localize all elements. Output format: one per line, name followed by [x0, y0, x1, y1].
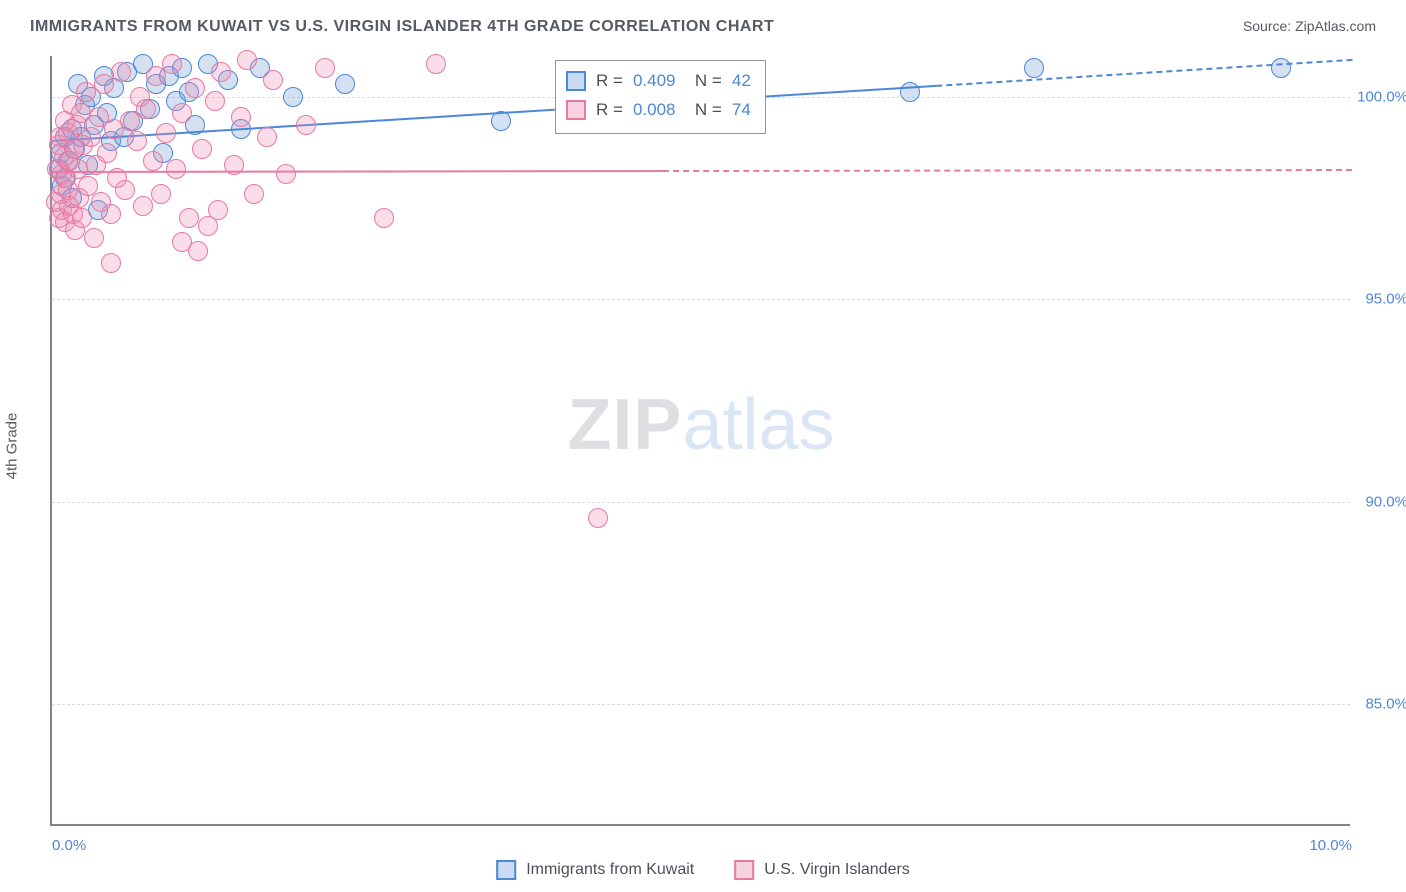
y-tick-label: 95.0%: [1365, 291, 1406, 308]
gridline: [52, 704, 1350, 705]
legend-swatch: [734, 860, 754, 880]
stats-n-value: 42: [732, 67, 751, 96]
watermark: ZIPatlas: [567, 384, 834, 466]
data-point: [231, 107, 251, 127]
gridline: [52, 299, 1350, 300]
legend-swatch: [566, 100, 586, 120]
data-point: [115, 180, 135, 200]
data-point: [156, 123, 176, 143]
data-point: [81, 127, 101, 147]
data-point: [426, 54, 446, 74]
data-point: [101, 253, 121, 273]
data-point: [192, 139, 212, 159]
chart-title: IMMIGRANTS FROM KUWAIT VS U.S. VIRGIN IS…: [30, 18, 774, 36]
stats-n-value: 74: [732, 96, 751, 125]
legend-item: U.S. Virgin Islanders: [734, 860, 910, 880]
data-point: [1024, 58, 1044, 78]
chart-legend: Immigrants from Kuwait U.S. Virgin Island…: [496, 860, 910, 880]
legend-label: Immigrants from Kuwait: [526, 861, 694, 879]
data-point: [143, 151, 163, 171]
stats-n-label: N =: [685, 96, 721, 125]
data-point: [136, 99, 156, 119]
stats-r-value: 0.008: [633, 96, 676, 125]
data-point: [188, 241, 208, 261]
data-point: [588, 508, 608, 528]
data-point: [185, 78, 205, 98]
y-tick-label: 90.0%: [1365, 493, 1406, 510]
stats-row: R = 0.008 N = 74: [566, 96, 751, 125]
data-point: [263, 70, 283, 90]
stats-r-value: 0.409: [633, 67, 676, 96]
data-point: [296, 115, 316, 135]
trend-line: [52, 169, 1352, 171]
y-axis-label: 4th Grade: [4, 413, 21, 480]
data-point: [97, 143, 117, 163]
watermark-zip: ZIP: [567, 385, 682, 465]
data-point: [283, 87, 303, 107]
watermark-atlas: atlas: [682, 385, 834, 465]
data-point: [172, 103, 192, 123]
data-point: [94, 74, 114, 94]
data-point: [374, 208, 394, 228]
stats-r-label: R =: [596, 67, 623, 96]
data-point: [101, 204, 121, 224]
data-point: [257, 127, 277, 147]
legend-swatch: [496, 860, 516, 880]
chart-plot-area: ZIPatlas 100.0%95.0%90.0%85.0%0.0%10.0%: [50, 56, 1350, 826]
data-point: [111, 62, 131, 82]
gridline: [52, 502, 1350, 503]
correlation-stats-box: R = 0.409 N = 42R = 0.008 N = 74: [555, 60, 766, 134]
legend-swatch: [566, 71, 586, 91]
data-point: [133, 196, 153, 216]
data-point: [179, 208, 199, 228]
data-point: [211, 62, 231, 82]
data-point: [315, 58, 335, 78]
data-point: [166, 159, 186, 179]
chart-source: Source: ZipAtlas.com: [1243, 18, 1376, 34]
data-point: [244, 184, 264, 204]
data-point: [76, 82, 96, 102]
data-point: [162, 54, 182, 74]
data-point: [71, 103, 91, 123]
data-point: [276, 164, 296, 184]
data-point: [335, 74, 355, 94]
legend-label: U.S. Virgin Islanders: [764, 861, 910, 879]
data-point: [127, 131, 147, 151]
y-tick-label: 85.0%: [1365, 696, 1406, 713]
stats-n-label: N =: [685, 67, 721, 96]
y-tick-label: 100.0%: [1357, 88, 1406, 105]
x-tick-label: 0.0%: [52, 837, 86, 854]
data-point: [1271, 58, 1291, 78]
x-tick-label: 10.0%: [1309, 837, 1352, 854]
stats-r-label: R =: [596, 96, 623, 125]
data-point: [205, 91, 225, 111]
data-point: [72, 208, 92, 228]
data-point: [208, 200, 228, 220]
stats-row: R = 0.409 N = 42: [566, 67, 751, 96]
legend-item: Immigrants from Kuwait: [496, 860, 694, 880]
data-point: [237, 50, 257, 70]
data-point: [84, 228, 104, 248]
data-point: [151, 184, 171, 204]
